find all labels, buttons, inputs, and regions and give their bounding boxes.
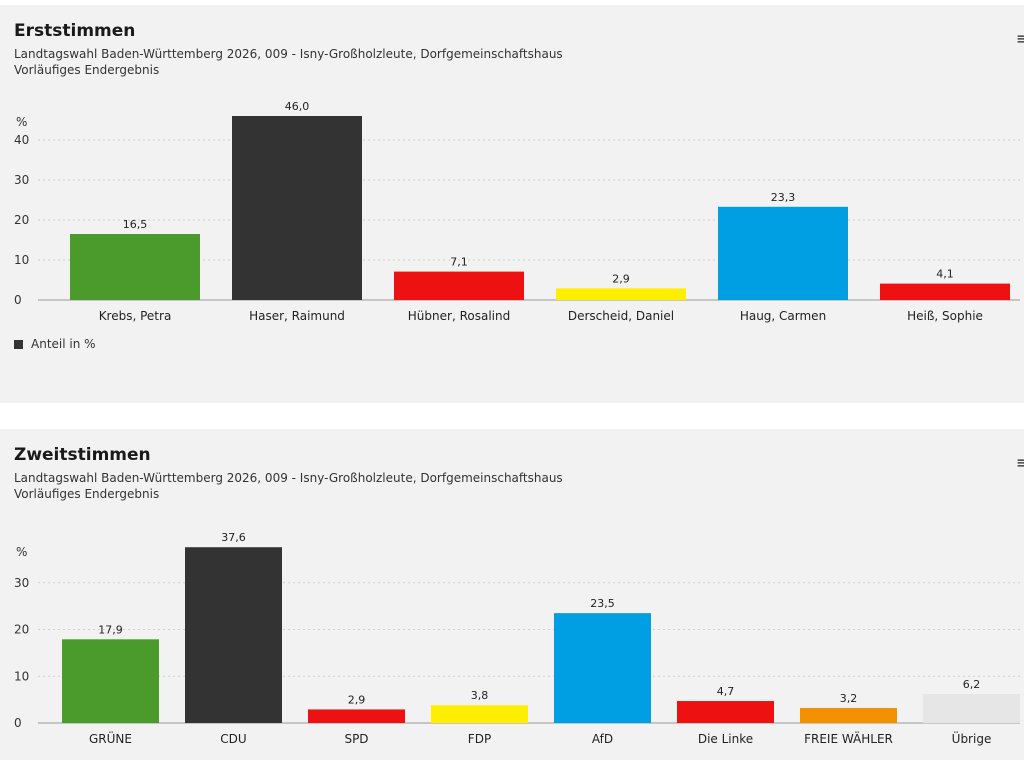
- erststimmen-panel: Erststimmen Landtagswahl Baden-Württembe…: [0, 5, 1024, 403]
- x-tick-label: FDP: [468, 732, 491, 746]
- data-label: 23,3: [771, 191, 796, 204]
- data-label: 6,2: [963, 678, 981, 691]
- data-label: 23,5: [590, 597, 615, 610]
- data-label: 17,9: [98, 623, 123, 636]
- bar: [394, 271, 524, 300]
- x-tick-label: Heiß, Sophie: [907, 309, 983, 323]
- x-tick-label: Die Linke: [698, 732, 753, 746]
- menu-icon[interactable]: ≡: [1016, 453, 1024, 472]
- bar: [923, 694, 1020, 723]
- x-tick-label: Übrige: [952, 730, 992, 746]
- bar: [880, 283, 1010, 300]
- y-tick-label: 30: [14, 173, 29, 187]
- subtitle-line-1: Landtagswahl Baden-Württemberg 2026, 009…: [14, 471, 563, 485]
- bar: [185, 547, 282, 723]
- bar: [62, 639, 159, 723]
- data-label: 3,2: [840, 692, 858, 705]
- data-label: 2,9: [348, 693, 366, 706]
- x-tick-label: Krebs, Petra: [99, 309, 172, 323]
- data-label: 4,1: [936, 268, 954, 281]
- data-label: 2,9: [612, 272, 630, 285]
- x-tick-label: Haser, Raimund: [249, 309, 345, 323]
- zweitstimmen-panel: Zweitstimmen Landtagswahl Baden-Württemb…: [0, 429, 1024, 760]
- x-tick-label: Derscheid, Daniel: [568, 309, 674, 323]
- subtitle-line-2: Vorläufiges Endergebnis: [14, 63, 160, 77]
- zweitstimmen-bar-chart: % 0 10 20 30 17,9 GRÜNE 37,6 CDU 2,9 SPD 3,8 FDP 23,5…: [14, 531, 1020, 746]
- y-axis-label: %: [16, 115, 27, 129]
- chart-subtitle: Landtagswahl Baden-Württemberg 2026, 009…: [14, 46, 563, 78]
- subtitle-line-2: Vorläufiges Endergebnis: [14, 487, 160, 501]
- bar: [232, 116, 362, 300]
- legend-swatch: [14, 339, 23, 349]
- y-tick-label: 20: [14, 213, 29, 227]
- y-tick-label: 0: [14, 293, 22, 307]
- chart-title: Erststimmen: [14, 21, 136, 41]
- x-tick-label: Hübner, Rosalind: [408, 309, 510, 323]
- data-label: 46,0: [285, 100, 310, 113]
- data-label: 37,6: [221, 531, 246, 544]
- chart-title: Zweitstimmen: [14, 445, 151, 465]
- x-tick-label: CDU: [220, 732, 246, 746]
- bar: [800, 708, 897, 723]
- bar: [556, 288, 686, 300]
- bar: [308, 709, 405, 723]
- chart-subtitle: Landtagswahl Baden-Württemberg 2026, 009…: [14, 470, 563, 502]
- y-tick-label: 30: [14, 576, 29, 590]
- bar: [70, 234, 200, 300]
- bar: [718, 206, 848, 300]
- x-tick-label: Haug, Carmen: [740, 309, 826, 323]
- bar: [677, 701, 774, 723]
- x-tick-label: FREIE WÄHLER: [804, 731, 893, 746]
- y-tick-label: 10: [14, 669, 29, 683]
- y-tick-label: 0: [14, 716, 22, 730]
- menu-icon[interactable]: ≡: [1016, 29, 1024, 48]
- x-tick-label: SPD: [344, 732, 368, 746]
- y-tick-label: 10: [14, 253, 29, 267]
- x-tick-label: GRÜNE: [89, 730, 132, 746]
- subtitle-line-1: Landtagswahl Baden-Württemberg 2026, 009…: [14, 47, 563, 61]
- legend: Anteil in %: [14, 337, 96, 351]
- x-tick-label: AfD: [592, 732, 613, 746]
- erststimmen-bar-chart: % 0 10 20 30 40 16,5 Krebs, Petra 46,0 Haser, Rai…: [14, 100, 1020, 323]
- data-label: 3,8: [471, 689, 489, 702]
- data-label: 7,1: [450, 256, 468, 269]
- data-label: 16,5: [123, 218, 148, 231]
- bar: [554, 613, 651, 723]
- y-axis-label: %: [16, 545, 27, 559]
- data-label: 4,7: [717, 685, 735, 698]
- y-tick-label: 20: [14, 623, 29, 637]
- bar: [431, 705, 528, 723]
- y-tick-label: 40: [14, 133, 29, 147]
- legend-label: Anteil in %: [31, 337, 96, 351]
